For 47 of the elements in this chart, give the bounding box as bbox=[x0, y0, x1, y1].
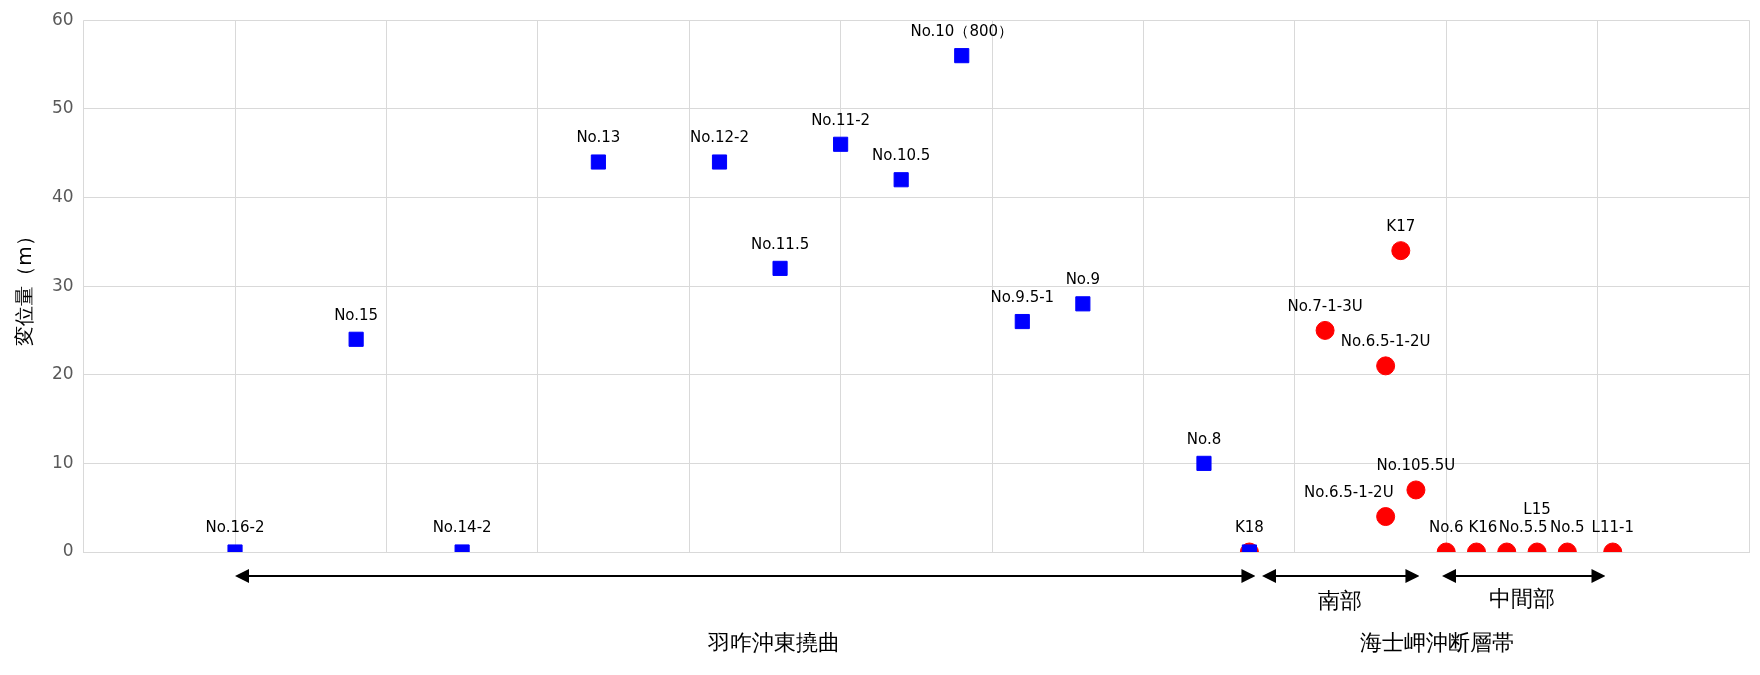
data-label: L15 bbox=[1523, 500, 1551, 519]
data-label: No.11-2 bbox=[811, 110, 871, 129]
y-tick-label: 40 bbox=[51, 185, 74, 206]
data-label: No.9 bbox=[1065, 270, 1101, 289]
y-tick-label: 30 bbox=[51, 274, 74, 295]
y-tick-label: 10 bbox=[51, 451, 74, 472]
text: 羽咋沖東撓曲 bbox=[707, 629, 840, 655]
data-label: No.6 bbox=[1428, 518, 1464, 537]
point bbox=[893, 172, 909, 188]
point bbox=[1315, 320, 1335, 340]
text: 海士岬沖断層帯 bbox=[1360, 629, 1515, 655]
text: 中間部 bbox=[1488, 585, 1555, 611]
data-label: K17 bbox=[1386, 217, 1416, 236]
data-label: No.10.5 bbox=[872, 146, 931, 165]
data-label: No.15 bbox=[334, 305, 379, 324]
point bbox=[1391, 241, 1411, 261]
point bbox=[1014, 313, 1030, 330]
y-tick-label: 50 bbox=[51, 97, 74, 118]
text: 南部 bbox=[1318, 587, 1363, 613]
data-label: No.14-2 bbox=[432, 518, 492, 537]
data-label: No.5.5 bbox=[1498, 518, 1548, 537]
data-label: No.13 bbox=[576, 128, 621, 147]
y-tick-label: 0 bbox=[62, 540, 74, 561]
point bbox=[772, 260, 788, 276]
point bbox=[1075, 296, 1091, 312]
data-label: No.105.5U bbox=[1376, 456, 1456, 475]
data-label: No.6.5-1-2U bbox=[1304, 482, 1394, 501]
point bbox=[711, 154, 728, 170]
data-label: K18 bbox=[1234, 518, 1264, 537]
y-tick-label: 60 bbox=[51, 8, 74, 29]
data-label: L11-1 bbox=[1591, 518, 1634, 537]
data-label: No.12-2 bbox=[690, 128, 749, 147]
data-label: No.9.5-1 bbox=[990, 287, 1055, 306]
point bbox=[954, 48, 970, 64]
data-label: No.6.5-1-2U bbox=[1340, 332, 1431, 351]
data-label: No.10（800） bbox=[910, 22, 1014, 41]
point bbox=[348, 331, 364, 347]
data-label: No.5 bbox=[1550, 518, 1585, 537]
data-label: No.16-2 bbox=[205, 518, 265, 537]
y-tick-label: 20 bbox=[51, 363, 74, 384]
point bbox=[833, 136, 849, 152]
data-label: No.8 bbox=[1186, 429, 1222, 448]
data-label: No.11.5 bbox=[750, 234, 810, 253]
data-label: No.7-1-3U bbox=[1287, 296, 1363, 315]
data-label: K16 bbox=[1468, 518, 1498, 537]
point bbox=[590, 154, 606, 170]
y-axis-title: 変位量（m） bbox=[12, 226, 37, 346]
